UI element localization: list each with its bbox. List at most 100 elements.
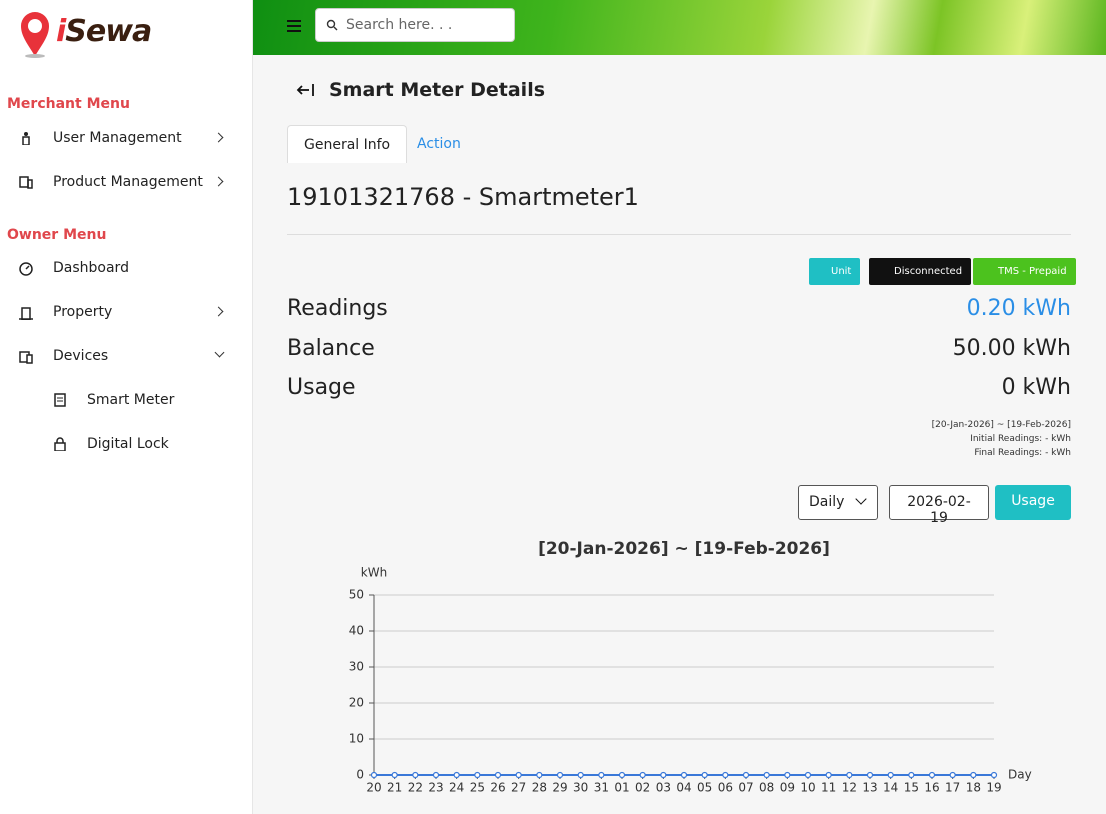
- data-point: [453, 771, 460, 779]
- menu-item[interactable]: Smart Meter: [87, 392, 175, 408]
- period-select[interactable]: Daily: [798, 485, 878, 520]
- page-title: Smart Meter Details: [329, 79, 546, 101]
- x-tick-label: 28: [532, 781, 547, 795]
- icon: [19, 262, 33, 276]
- chart-title: [20-Jan-2026] ~ [19-Feb-2026]: [538, 539, 830, 559]
- data-point: [412, 771, 419, 779]
- reading-value: 0.20 kWh: [966, 296, 1071, 321]
- chevron: [213, 176, 224, 187]
- reading-label: Balance: [287, 336, 375, 361]
- data-point: [846, 771, 853, 779]
- reading-value: 50.00 kWh: [952, 336, 1071, 361]
- x-tick-label: 27: [511, 781, 526, 795]
- data-point: [618, 771, 626, 779]
- icon: [19, 351, 33, 364]
- x-tick-label: 19: [986, 781, 1001, 795]
- icon: [54, 437, 66, 451]
- y-tick-label: 0: [356, 768, 364, 782]
- menu-item[interactable]: Dashboard: [53, 260, 129, 276]
- y-tick-label: 30: [349, 660, 364, 674]
- x-tick-label: 04: [676, 781, 691, 795]
- x-tick-label: 09: [780, 781, 795, 795]
- data-point: [908, 771, 915, 779]
- data-point: [660, 771, 667, 779]
- x-tick-label: 24: [449, 781, 464, 795]
- chevron: [213, 132, 224, 143]
- x-tick-label: 25: [470, 781, 485, 795]
- x-tick-label: 15: [904, 781, 919, 795]
- period: [20-Jan-2026] ~ [19-Feb-2026]: [931, 420, 1071, 430]
- x-tick-label: 03: [656, 781, 671, 795]
- data-point: [515, 771, 522, 779]
- y-tick-label: 40: [349, 624, 364, 638]
- x-tick-label: 22: [408, 781, 423, 795]
- sidebar: iSewa Merchant Menu User Management Prod…: [0, 0, 253, 814]
- data-point: [639, 771, 646, 779]
- x-tick-label: 16: [924, 781, 939, 795]
- data-point: [866, 771, 874, 779]
- meter-title: 19101321768 - Smartmeter1: [287, 183, 639, 211]
- back-button[interactable]: [296, 82, 316, 98]
- logo: iSewa: [56, 14, 152, 49]
- x-tick-label: 18: [966, 781, 981, 795]
- x-tick-label: 20: [366, 781, 381, 795]
- divider: [287, 234, 1071, 235]
- menu-item[interactable]: User Management: [53, 130, 182, 146]
- data-point: [556, 771, 564, 779]
- data-point: [990, 771, 998, 779]
- final-readings: Final Readings: - kWh: [974, 448, 1071, 458]
- date-input[interactable]: 2026-02-19: [889, 485, 989, 526]
- data-point: [536, 771, 543, 779]
- data-point: [391, 771, 398, 779]
- badge: TMS - Prepaid: [973, 258, 1076, 285]
- section-title: Merchant Menu: [7, 96, 130, 112]
- icon: [19, 176, 33, 189]
- chart: [20-Jan-2026] ~ [19-Feb-2026] kWh Day 01…: [349, 539, 1032, 795]
- chevron: [213, 306, 224, 317]
- menu-item[interactable]: Property: [53, 304, 113, 320]
- data-point: [742, 771, 750, 779]
- data-point: [970, 771, 977, 779]
- x-tick-label: 26: [490, 781, 505, 795]
- logo-text: Sewa: [65, 14, 152, 49]
- chevron: [214, 347, 225, 358]
- search-input[interactable]: Search here. . .: [315, 8, 515, 42]
- logo-i: i: [56, 14, 66, 49]
- menu-item[interactable]: Digital Lock: [87, 436, 169, 452]
- data-point: [432, 771, 440, 779]
- data-point: [598, 771, 605, 779]
- usage-button[interactable]: Usage: [995, 485, 1071, 520]
- y-axis-label: kWh: [361, 566, 387, 580]
- x-tick-label: 13: [862, 781, 877, 795]
- badge: Disconnected: [869, 258, 972, 285]
- menu-item[interactable]: Product Management: [53, 174, 203, 190]
- x-tick-label: 17: [945, 781, 960, 795]
- data-point: [887, 771, 894, 779]
- section-title: Owner Menu: [7, 227, 107, 243]
- x-tick-label: 29: [552, 781, 567, 795]
- data-point: [949, 771, 956, 779]
- data-point: [763, 771, 770, 779]
- x-tick-label: 01: [614, 781, 629, 795]
- reading-label: Readings: [287, 296, 388, 321]
- x-tick-label: 08: [759, 781, 774, 795]
- tab[interactable]: Action: [417, 136, 461, 152]
- logo-pin: [21, 12, 49, 58]
- data-point: [680, 771, 688, 779]
- x-tick-label: 10: [800, 781, 815, 795]
- menu-toggle[interactable]: [287, 19, 301, 33]
- x-tick-label: 21: [387, 781, 402, 795]
- data-point: [722, 771, 729, 779]
- reading-label: Usage: [287, 375, 356, 400]
- data-point: [825, 771, 832, 779]
- tab[interactable]: General Info: [287, 125, 408, 163]
- x-tick-label: 11: [821, 781, 836, 795]
- x-tick-label: 02: [635, 781, 650, 795]
- x-tick-label: 12: [842, 781, 857, 795]
- data-point: [784, 771, 791, 779]
- data-point: [577, 771, 584, 779]
- reading-value: 0 kWh: [1001, 375, 1071, 400]
- menu-item[interactable]: Devices: [53, 348, 109, 364]
- icon: [54, 393, 66, 407]
